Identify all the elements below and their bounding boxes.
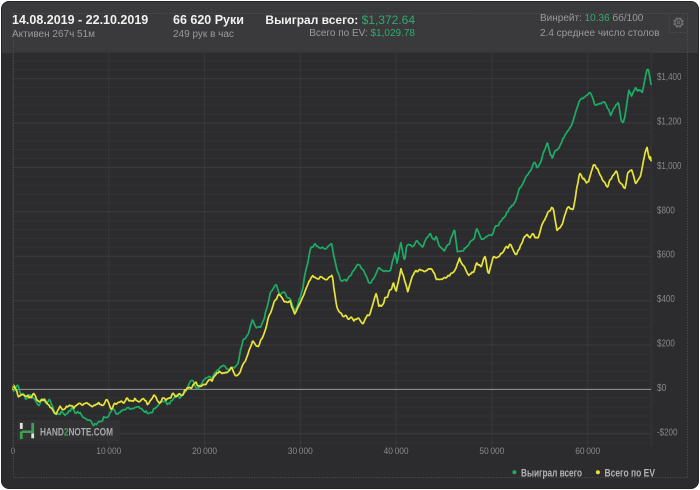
svg-text:$1,000: $1,000 xyxy=(657,161,682,172)
svg-text:30 000: 30 000 xyxy=(288,446,313,457)
svg-text:$600: $600 xyxy=(657,250,675,261)
svg-text:-$200: -$200 xyxy=(657,427,678,438)
svg-text:$800: $800 xyxy=(657,205,675,216)
svg-text:Выиграл всего: Выиграл всего xyxy=(521,467,582,479)
svg-text:60 000: 60 000 xyxy=(575,446,600,457)
svg-text:$400: $400 xyxy=(657,294,675,305)
svg-text:0: 0 xyxy=(11,446,15,457)
svg-text:20 000: 20 000 xyxy=(192,446,217,457)
svg-text:$0: $0 xyxy=(657,383,667,394)
svg-text:HAND2NOTE.COM: HAND2NOTE.COM xyxy=(40,427,113,439)
svg-text:$1,400: $1,400 xyxy=(657,72,682,83)
svg-text:$200: $200 xyxy=(657,339,675,350)
svg-text:Всего по EV: Всего по EV xyxy=(605,467,656,479)
svg-text:$1,200: $1,200 xyxy=(657,117,682,128)
svg-text:50 000: 50 000 xyxy=(479,446,504,457)
svg-text:40 000: 40 000 xyxy=(384,446,409,457)
svg-text:10 000: 10 000 xyxy=(96,446,121,457)
